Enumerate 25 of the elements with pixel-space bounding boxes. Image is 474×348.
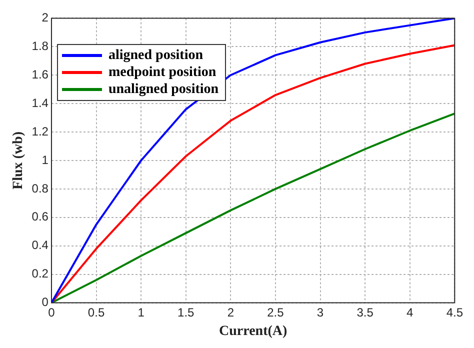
- y-tick-label: 1.2: [32, 124, 49, 138]
- x-tick-label: 2.5: [267, 305, 284, 320]
- y-tick-label: 0.8: [32, 181, 49, 196]
- legend-label: aligned position: [108, 47, 203, 64]
- y-axis-title: Flux (wb): [11, 131, 26, 190]
- x-tick-label: 4: [406, 305, 414, 320]
- y-tick-label: 0.4: [32, 238, 49, 252]
- y-tick-label: 1.4: [32, 96, 49, 110]
- x-tick-label: 0.5: [88, 305, 105, 320]
- x-axis-title: Current(A): [218, 324, 288, 340]
- x-tick-label: 2: [227, 305, 234, 320]
- y-tick-label: 2: [42, 10, 49, 25]
- y-tick-label: 1.8: [32, 38, 49, 53]
- x-tick-label: 3: [316, 305, 324, 320]
- y-tick-label: 0.2: [32, 266, 49, 281]
- y-tick-label: 0.6: [32, 210, 49, 224]
- legend-label: medpoint position: [108, 64, 216, 82]
- x-tick-label: 3.5: [356, 305, 374, 320]
- legend-label: unaligned position: [108, 81, 219, 98]
- x-tick-label: 1.5: [178, 305, 195, 320]
- y-tick-label: 1: [42, 152, 49, 167]
- y-tick-label: 0: [42, 295, 49, 310]
- x-tick-label: 1: [138, 305, 145, 320]
- y-tick-label: 1.6: [32, 67, 49, 82]
- x-tick-label: 4.5: [446, 305, 464, 320]
